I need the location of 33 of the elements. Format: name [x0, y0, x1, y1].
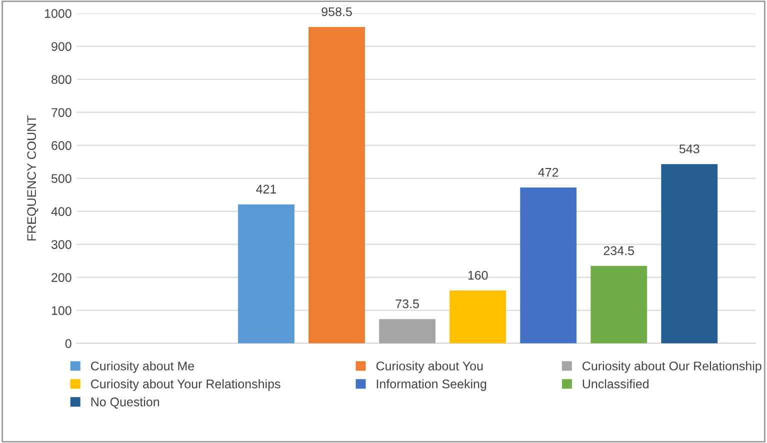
- legend-label: Curiosity about Our Relationship: [582, 361, 762, 373]
- y-tick-label: 700: [52, 108, 72, 117]
- y-tick-label: 0: [65, 339, 72, 348]
- bar: [308, 26, 365, 344]
- data-label: 472: [538, 168, 558, 177]
- data-label: 73.5: [396, 299, 419, 308]
- legend-label: Curiosity about Me: [90, 361, 194, 373]
- legend-label: No Question: [91, 397, 160, 409]
- bar: [520, 188, 577, 344]
- y-tick-label: 800: [52, 75, 72, 84]
- y-tick-label: 100: [52, 306, 72, 315]
- legend-label: Unclassified: [582, 379, 648, 388]
- data-label: 958.5: [322, 7, 352, 16]
- bar: [379, 319, 436, 344]
- legend-label: Curiosity about You: [376, 361, 483, 373]
- legend-label: Information Seeking: [376, 379, 486, 391]
- y-axis-title: FREQUENCY COUNT: [27, 116, 38, 240]
- bar: [590, 266, 648, 344]
- legend-label: Curiosity about Your Relationships: [90, 379, 280, 391]
- data-label: 160: [468, 270, 488, 280]
- y-tick-label: 500: [51, 174, 72, 183]
- data-label: 421: [256, 184, 276, 194]
- data-label: 543: [679, 144, 700, 154]
- data-label: 234.5: [604, 246, 634, 256]
- y-tick-label: 200: [52, 273, 72, 282]
- y-tick-label: 600: [52, 141, 72, 150]
- y-tick-label: 300: [51, 240, 72, 249]
- y-tick-label: 1000: [44, 9, 72, 18]
- y-tick-label: 900: [52, 42, 72, 51]
- bar: [661, 164, 718, 344]
- bar: [450, 290, 506, 344]
- y-tick-label: 400: [51, 207, 72, 216]
- bar: [238, 204, 294, 344]
